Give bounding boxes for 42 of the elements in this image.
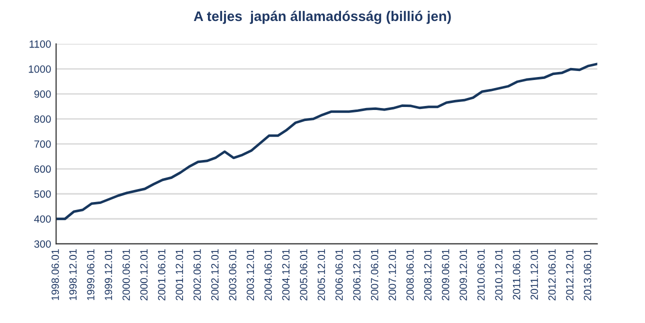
- x-tick-label: 2004.12.01: [282, 249, 290, 300]
- x-tick-label: 2004.06.01: [264, 249, 272, 300]
- chart-title: A teljes japán államadósság (billió jen): [194, 10, 451, 24]
- x-tick-label: 2011.12.01: [530, 249, 538, 300]
- x-tick-label: 2013.06.01: [584, 249, 592, 300]
- y-tick-label: 800: [34, 115, 51, 123]
- x-tick-label: 2001.06.01: [158, 249, 166, 300]
- x-tick-label: 2002.06.01: [193, 249, 201, 300]
- x-tick-label: 1998.12.01: [69, 249, 77, 300]
- y-tick-label: 1000: [28, 65, 51, 73]
- y-tick-label: 300: [34, 240, 51, 248]
- x-tick-label: 2010.06.01: [477, 249, 485, 300]
- x-tick-label: 2009.06.01: [442, 249, 450, 300]
- x-tick-label: 2010.12.01: [495, 249, 502, 300]
- y-tick-label: 1100: [30, 40, 51, 48]
- x-tick-label: 2008.12.01: [424, 249, 432, 300]
- x-tick-label: 1999.06.01: [87, 249, 94, 300]
- x-tick-label: 2000.06.01: [122, 249, 130, 300]
- x-tick-label: 2012.12.01: [566, 249, 574, 300]
- x-tick-label: 2007.12.01: [388, 249, 396, 300]
- x-tick-label: 1998.06.01: [52, 249, 59, 300]
- x-tick-label: 2003.06.01: [228, 249, 236, 300]
- x-tick-label: 2002.12.01: [211, 249, 219, 300]
- x-tick-label: 2000.12.01: [140, 249, 148, 300]
- x-tick-label: 2008.06.01: [406, 249, 414, 300]
- y-tick-label: 500: [34, 190, 51, 198]
- x-tick-label: 1999.12.01: [104, 249, 112, 300]
- x-tick-label: 2001.12.01: [176, 249, 184, 300]
- y-tick-label: 400: [34, 215, 51, 223]
- x-tick-label: 2003.12.01: [246, 249, 254, 300]
- y-tick-label: 700: [34, 140, 51, 148]
- x-tick-label: 2009.12.01: [460, 249, 467, 300]
- x-tick-label: 2011.06.01: [512, 249, 520, 300]
- x-tick-label: 2006.06.01: [335, 249, 343, 300]
- x-tick-label: 2006.12.01: [353, 249, 361, 300]
- x-tick-label: 2012.06.01: [548, 249, 556, 300]
- x-tick-label: 2007.06.01: [370, 249, 378, 300]
- y-tick-label: 900: [34, 90, 51, 98]
- y-tick-label: 600: [34, 165, 51, 173]
- x-tick-label: 2005.12.01: [318, 249, 326, 300]
- x-tick-label: 2005.06.01: [300, 249, 308, 300]
- line-series: [56, 62, 598, 220]
